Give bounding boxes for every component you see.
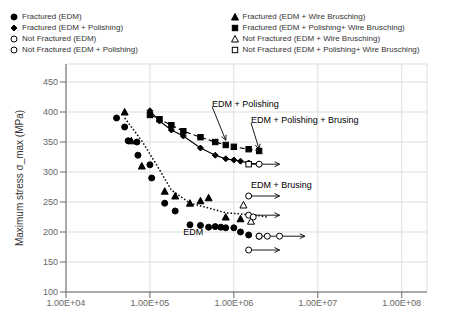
svg-text:200: 200 bbox=[43, 227, 58, 237]
svg-text:400: 400 bbox=[43, 107, 58, 117]
svg-text:EDM + Brusing: EDM + Brusing bbox=[251, 180, 312, 190]
svg-text:1.00E+08: 1.00E+08 bbox=[382, 298, 421, 308]
svg-text:EDM + Polishing + Brusing: EDM + Polishing + Brusing bbox=[251, 115, 359, 125]
html-text:Not Fractured (EDM): Not Fractured (EDM) bbox=[22, 34, 97, 43]
html-text:Fractured (EDM + Polishing+ Wi: Fractured (EDM + Polishing+ Wire Bruschi… bbox=[242, 23, 405, 32]
html-text:Fractured (EDM + Wire Bruschin: Fractured (EDM + Wire Brusching) bbox=[242, 12, 366, 21]
svg-text:Maximum stress σ_max (MPa): Maximum stress σ_max (MPa) bbox=[14, 110, 25, 246]
svg-text:1.00E+06: 1.00E+06 bbox=[214, 298, 253, 308]
html-text:Fractured (EDM + Polishing): Fractured (EDM + Polishing) bbox=[22, 23, 124, 32]
svg-text:1.00E+05: 1.00E+05 bbox=[131, 298, 170, 308]
html-text:Fractured (EDM): Fractured (EDM) bbox=[22, 12, 82, 21]
svg-text:350: 350 bbox=[43, 137, 58, 147]
html-text:Not Fractured (EDM + Polishing: Not Fractured (EDM + Polishing) bbox=[22, 45, 138, 54]
svg-text:EDM: EDM bbox=[183, 227, 203, 237]
html-text:Not Fractured (EDM + Polishing: Not Fractured (EDM + Polishing+ Wire Bru… bbox=[242, 45, 420, 54]
svg-text:250: 250 bbox=[43, 197, 58, 207]
svg-text:450: 450 bbox=[43, 77, 58, 87]
html-text:Not Fractured (EDM + Wire Brus: Not Fractured (EDM + Wire Brusching) bbox=[242, 34, 381, 43]
svg-text:EDM + Polishing: EDM + Polishing bbox=[212, 99, 279, 109]
svg-text:100: 100 bbox=[43, 287, 58, 297]
svg-text:300: 300 bbox=[43, 167, 58, 177]
svg-text:1.00E+07: 1.00E+07 bbox=[298, 298, 337, 308]
svg-text:150: 150 bbox=[43, 257, 58, 267]
svg-text:1.00E+04: 1.00E+04 bbox=[47, 298, 86, 308]
